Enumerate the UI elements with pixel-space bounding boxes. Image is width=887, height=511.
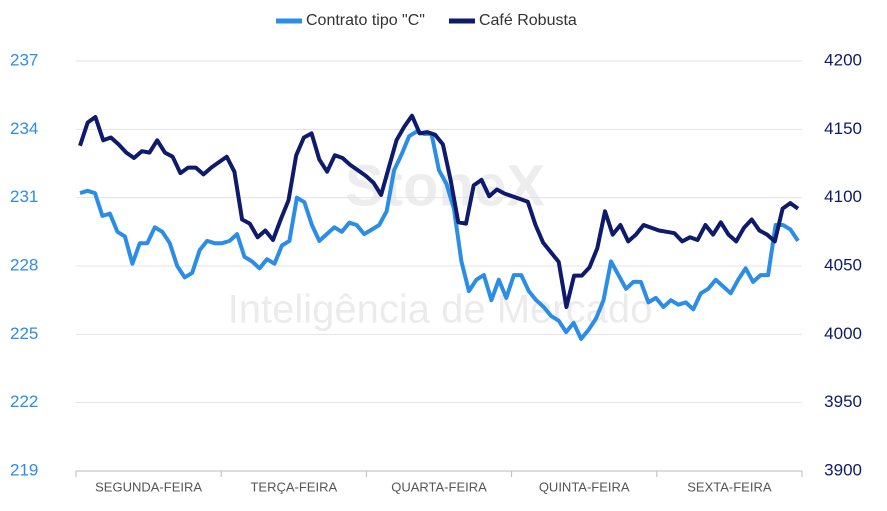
y2-tick-label: 4000: [824, 324, 862, 343]
x-tick-label: TERÇA-FEIRA: [250, 479, 337, 494]
y-tick-label: 231: [10, 187, 38, 206]
watermark: Inteligência de Mercado: [228, 288, 653, 332]
y2-tick-label: 4200: [824, 50, 862, 69]
y2-tick-label: 4150: [824, 119, 862, 138]
x-tick-label: QUINTA-FEIRA: [539, 479, 630, 494]
y2-tick-label: 4050: [824, 255, 862, 274]
y-tick-label: 219: [10, 460, 38, 479]
x-tick-label: SEGUNDA-FEIRA: [95, 479, 202, 494]
series-line: [79, 129, 800, 341]
y-tick-label: 222: [10, 392, 38, 411]
y2-tick-label: 3950: [824, 392, 862, 411]
y-tick-label: 225: [10, 324, 38, 343]
y2-tick-label: 3900: [824, 460, 862, 479]
x-tick-label: SEXTA-FEIRA: [687, 479, 772, 494]
x-tick-label: QUARTA-FEIRA: [391, 479, 487, 494]
legend-label: Contrato tipo "C": [306, 12, 425, 29]
y-tick-label: 237: [10, 50, 38, 69]
y2-tick-label: 4100: [824, 187, 862, 206]
legend-label: Café Robusta: [479, 12, 577, 29]
y-tick-label: 234: [10, 119, 38, 138]
series-line: [78, 113, 800, 309]
y-tick-label: 228: [10, 255, 38, 274]
